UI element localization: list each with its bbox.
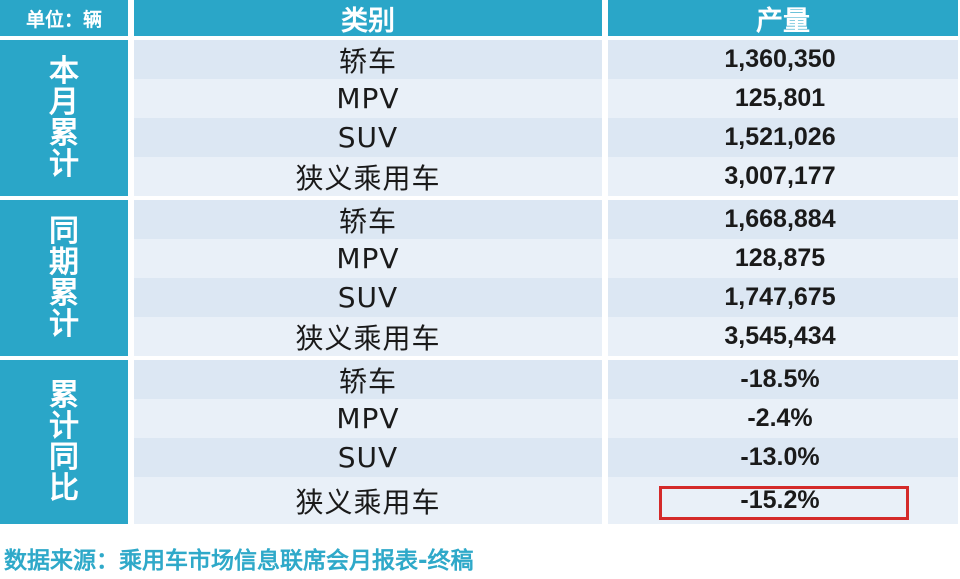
group-label-prior-ytd: 同 期 累 计	[0, 200, 128, 356]
table-row: 狭义乘用车 3,545,434	[134, 317, 958, 356]
output-header: 产量	[608, 0, 958, 37]
value-cell: 1,747,675	[724, 283, 836, 311]
table-row: MPV 125,801	[134, 79, 958, 118]
group-label-char: 同	[49, 214, 79, 249]
group-divider	[0, 357, 958, 360]
category-cell: 狭义乘用车	[295, 161, 441, 195]
table-row: 轿车 1,360,350	[134, 40, 958, 79]
group-label-char: 同	[49, 440, 79, 475]
table-row: SUV 1,521,026	[134, 118, 958, 157]
column-divider	[602, 0, 608, 524]
value-cell: -13.0%	[740, 443, 820, 471]
table-row: 轿车 -18.5%	[134, 360, 958, 399]
value-cell: -15.2%	[740, 486, 820, 514]
group-label-char: 月	[49, 85, 79, 120]
value-cell: -2.4%	[747, 404, 813, 432]
category-cell: MPV	[336, 402, 400, 435]
category-cell: SUV	[337, 121, 399, 154]
category-cell: 狭义乘用车	[295, 485, 441, 519]
value-cell: 3,007,177	[724, 162, 836, 190]
group-label-char: 计	[49, 147, 79, 182]
value-cell: -18.5%	[740, 365, 820, 393]
group-label-ytd-change: 累 计 同 比	[0, 360, 128, 524]
table-row: 狭义乘用车 -15.2%	[134, 477, 958, 524]
category-cell: MPV	[336, 242, 400, 275]
group-label-current-ytd: 本 月 累 计	[0, 40, 128, 196]
group-label-char: 累	[49, 378, 79, 413]
production-table: 单位：辆 类别 产量 本 月 累 计 轿车 1,360,350 MPV 125,…	[0, 0, 958, 524]
group-label-char: 计	[49, 307, 79, 342]
category-cell: 轿车	[338, 204, 397, 238]
group-label-char: 计	[49, 409, 79, 444]
source-note: 数据来源：乘用车市场信息联席会月报表-终稿	[4, 548, 474, 574]
value-cell: 1,360,350	[724, 45, 836, 73]
table-row: SUV -13.0%	[134, 438, 958, 477]
table-row: 轿车 1,668,884	[134, 200, 958, 239]
group-label-char: 比	[49, 471, 79, 506]
value-cell: 3,545,434	[724, 322, 836, 350]
category-cell: SUV	[337, 281, 399, 314]
group-divider	[0, 197, 958, 200]
value-cell: 128,875	[734, 244, 826, 272]
category-cell: MPV	[336, 82, 400, 115]
group-label-char: 期	[49, 245, 79, 280]
column-divider	[128, 0, 134, 524]
table-row: MPV 128,875	[134, 239, 958, 278]
group-label-char: 本	[49, 54, 79, 89]
category-cell: 狭义乘用车	[295, 321, 441, 355]
group-label-char: 累	[49, 116, 79, 151]
category-header: 类别	[134, 0, 602, 37]
value-cell: 1,521,026	[724, 123, 836, 151]
highlight-box	[659, 486, 909, 520]
category-cell: 轿车	[338, 44, 397, 78]
table-row: MPV -2.4%	[134, 399, 958, 438]
unit-header: 单位：辆	[0, 0, 128, 36]
group-label-char: 累	[49, 276, 79, 311]
category-cell: SUV	[337, 441, 399, 474]
table-row: SUV 1,747,675	[134, 278, 958, 317]
value-cell: 1,668,884	[724, 205, 836, 233]
table-row: 狭义乘用车 3,007,177	[134, 157, 958, 196]
category-cell: 轿车	[338, 364, 397, 398]
value-cell: 125,801	[734, 84, 826, 112]
